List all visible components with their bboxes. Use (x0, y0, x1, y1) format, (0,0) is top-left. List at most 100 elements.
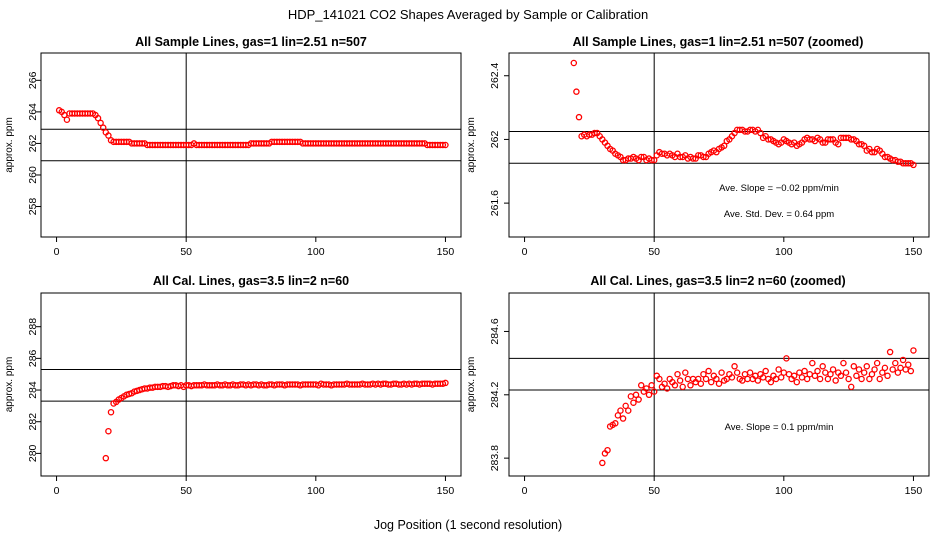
data-point (744, 375, 751, 383)
data-point (910, 347, 917, 354)
data-point (858, 375, 865, 383)
data-point (720, 142, 728, 150)
data-point (847, 383, 855, 391)
data-point (855, 366, 863, 373)
data-point (806, 370, 813, 378)
x-tick-label: 100 (307, 485, 325, 497)
y-axis-label: approx. ppm (466, 357, 477, 413)
data-point (643, 385, 650, 392)
data-point (442, 141, 449, 149)
data-point (627, 393, 635, 400)
x-axis-label: Jog Position (1 second resolution) (374, 518, 562, 532)
data-point (102, 454, 110, 462)
data-point (439, 141, 447, 149)
y-axis-label: approx. ppm (4, 117, 15, 173)
data-point (599, 459, 606, 467)
data-point (733, 369, 741, 376)
data-point (816, 375, 824, 383)
data-point (648, 382, 655, 389)
data-point (105, 427, 112, 435)
data-points (102, 379, 449, 462)
data-point (661, 380, 668, 387)
data-point (632, 391, 640, 399)
y-tick-label: 284.2 (489, 381, 501, 407)
data-point (731, 363, 738, 370)
data-point (697, 380, 705, 387)
data-point (827, 136, 834, 143)
data-points (570, 59, 917, 169)
x-tick-label: 100 (775, 246, 793, 258)
data-point (767, 378, 775, 386)
data-point (889, 366, 896, 373)
annotation: Ave. Std. Dev. = 0.64 ppm (724, 209, 834, 220)
data-point (718, 369, 725, 376)
data-point (894, 369, 902, 376)
data-point (873, 359, 881, 367)
panel-2: All Sample Lines, gas=1 lin=2.51 n=507 (… (466, 35, 930, 258)
x-tick-label: 150 (437, 246, 455, 258)
data-point (63, 116, 71, 124)
data-point (829, 366, 837, 373)
data-point (591, 129, 598, 137)
data-point (757, 129, 764, 137)
data-point (656, 375, 663, 383)
x-tick-label: 0 (522, 485, 528, 497)
y-axis-label: approx. ppm (4, 357, 15, 413)
data-point (835, 140, 842, 148)
y-tick-label: 280 (27, 444, 39, 462)
data-point (822, 369, 829, 376)
x-tick-label: 150 (905, 246, 923, 258)
y-tick-label: 288 (27, 318, 39, 336)
data-point (827, 370, 834, 378)
main-title: HDP_141021 CO2 Shapes Averaged by Sample… (288, 7, 648, 22)
data-point (713, 375, 720, 383)
plot-frame (40, 52, 462, 238)
data-point (689, 155, 697, 162)
annotation: Ave. Slope = −0.02 ppm/min (719, 183, 839, 194)
x-tick-label: 0 (54, 246, 60, 258)
data-point (625, 407, 632, 414)
data-point (868, 148, 876, 156)
data-point (637, 382, 645, 389)
data-point (801, 367, 808, 375)
data-point (695, 375, 702, 383)
plot-frame (508, 292, 930, 477)
panel-4: All Cal. Lines, gas=3.5 lin=2 n=60 (zoom… (466, 274, 930, 497)
y-tick-label: 262 (489, 131, 501, 149)
data-point (674, 370, 681, 378)
data-point (622, 402, 629, 410)
data-point (619, 415, 627, 422)
x-tick-label: 150 (437, 485, 455, 497)
data-point (650, 156, 658, 164)
data-point (910, 161, 917, 169)
data-point (814, 367, 821, 375)
y-tick-label: 282 (27, 413, 39, 431)
data-point (777, 374, 785, 381)
data-point (650, 388, 658, 395)
y-tick-label: 264 (27, 103, 39, 121)
data-point (94, 114, 102, 122)
data-point (811, 372, 819, 380)
data-point (676, 377, 684, 384)
x-tick-label: 0 (522, 246, 528, 258)
data-point (612, 420, 619, 427)
y-tick-label: 262 (27, 135, 39, 153)
data-point (700, 370, 707, 378)
data-point (728, 374, 736, 381)
data-point (687, 382, 694, 389)
data-point (899, 356, 907, 364)
data-point (684, 375, 692, 383)
data-point (575, 113, 583, 121)
data-point (105, 132, 112, 139)
y-tick-label: 284 (27, 381, 39, 399)
data-point (879, 369, 886, 376)
data-point (832, 377, 839, 384)
data-point (635, 396, 642, 403)
data-point (866, 375, 873, 383)
data-point (868, 370, 876, 378)
data-point (793, 378, 801, 386)
data-point (617, 407, 624, 414)
x-tick-label: 50 (180, 485, 192, 497)
data-point (819, 363, 826, 370)
data-points (55, 107, 449, 149)
